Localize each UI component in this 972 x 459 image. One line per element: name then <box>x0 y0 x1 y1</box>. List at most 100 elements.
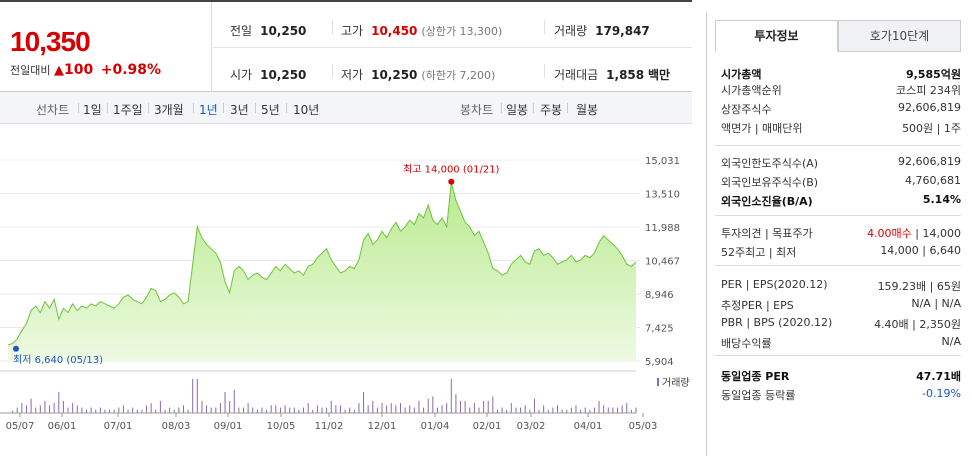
volume-bar <box>584 407 586 413</box>
volume-bar <box>510 403 512 413</box>
info-row-value-text: 4.40배 | 2,350원 <box>874 318 961 331</box>
volume-bar <box>446 403 448 413</box>
volume-bar <box>626 403 628 413</box>
x-tick-label: 07/01 <box>104 421 133 432</box>
volume-bar <box>243 407 244 413</box>
volume-bar <box>30 398 32 413</box>
volume-bar <box>118 407 120 413</box>
price-chart-svg: 15,03113,51011,98810,4678,9467,4255,904 … <box>0 156 690 432</box>
volume-bar <box>612 407 614 413</box>
volume-bar <box>72 403 74 413</box>
current-price: 10,350 <box>10 26 91 57</box>
volume-bar <box>155 409 157 413</box>
x-tick-label: 10/05 <box>267 421 296 432</box>
stat-sub: (하한가 7,200) <box>421 69 496 82</box>
volume-bar <box>450 379 452 413</box>
stat-low: 저가 10,250 (하한가 7,200) <box>341 66 495 83</box>
volume-bar <box>81 407 83 413</box>
volume-bar <box>570 407 572 413</box>
x-tick-label: 05/03 <box>629 421 658 432</box>
line-chart-heading: 선차트 <box>36 103 70 117</box>
volume-bar <box>506 409 508 413</box>
info-row-label: 배당수익률 <box>721 337 772 350</box>
volume-bar <box>635 407 637 413</box>
info-row-value-text: N/A <box>941 335 961 348</box>
period-3y-button[interactable]: 3년 <box>230 103 249 117</box>
volume-bar <box>330 400 332 413</box>
volume-bar <box>261 407 263 413</box>
volume-bar <box>39 405 41 413</box>
volume-bar <box>538 409 540 413</box>
period-10y-button[interactable]: 10년 <box>293 103 320 117</box>
period-1d-button[interactable]: 1일 <box>83 103 102 117</box>
info-row-label: 시가총액 <box>721 68 762 81</box>
price-box: 10,350 전일대비 ▲100 +0.98% <box>0 2 212 92</box>
y-tick-label: 11,988 <box>645 223 680 234</box>
info-row-value-text: N/A | N/A <box>911 297 961 310</box>
stat-value: 10,250 <box>260 24 307 38</box>
volume-bar <box>113 409 115 413</box>
volume-bar <box>76 405 78 413</box>
volume-bar <box>109 409 111 413</box>
info-row-value-text: 14,000 | 6,640 <box>880 244 961 257</box>
stat-label: 전일 <box>230 24 253 38</box>
stat-label: 저가 <box>341 68 364 82</box>
volume-bar <box>478 407 480 413</box>
info-row-value: 47.71배 <box>916 368 961 384</box>
divider <box>107 103 108 113</box>
info-row-label: 액면가 | 매매단위 <box>721 122 803 135</box>
volume-bar <box>561 409 563 413</box>
volume-bar <box>381 403 383 413</box>
x-tick-label: 02/01 <box>473 421 502 432</box>
stat-high: 고가 10,450 (상한가 13,300) <box>341 22 502 39</box>
tab-order-book[interactable]: 호가10단계 <box>838 20 961 52</box>
divider <box>332 20 333 34</box>
stat-value: 179,847 <box>595 24 650 38</box>
period-3m-button[interactable]: 3개월 <box>154 103 184 117</box>
volume-bar <box>363 392 365 413</box>
period-1w-button[interactable]: 1주일 <box>113 103 143 117</box>
info-row-value-highlight: 4.00매수 <box>867 227 912 240</box>
volume-bar <box>533 398 535 413</box>
info-row-value: 9,585억원 <box>906 66 961 82</box>
tab-investment-info[interactable]: 투자정보 <box>715 20 838 52</box>
info-row-value: 4.40배 | 2,350원 <box>874 316 961 332</box>
divider <box>78 103 79 113</box>
volume-bar <box>303 407 305 413</box>
min-point <box>13 345 19 352</box>
volume-bar <box>122 405 124 413</box>
max-label: 최고 14,000 (01/21) <box>403 164 499 176</box>
volume-bar <box>206 405 208 413</box>
divider <box>255 103 256 113</box>
change-value: 100 <box>63 62 94 78</box>
info-row-value: -0.19% <box>922 387 961 400</box>
candle-monthly-button[interactable]: 월봉 <box>576 103 599 117</box>
volume-bar <box>16 407 18 413</box>
period-1y-button[interactable]: 1년 <box>199 103 218 117</box>
info-row-value: 92,606,819 <box>898 101 961 114</box>
volume-bar <box>146 405 148 413</box>
info-row-label: 외국인한도주식수(A) <box>721 157 819 170</box>
info-row-value-text: 코스피 234위 <box>896 84 961 97</box>
volume-bar <box>284 405 286 413</box>
y-tick-label: 5,904 <box>645 357 674 368</box>
candle-daily-button[interactable]: 일봉 <box>506 103 529 117</box>
price-chart[interactable]: 15,031 13,510 11,988 10,467 8,946 7,425 5,904 … <box>0 125 692 456</box>
x-tick-label: 08/03 <box>162 421 191 432</box>
volume-bar <box>353 409 355 413</box>
info-row-value-text: 5.14% <box>922 193 961 206</box>
candle-weekly-button[interactable]: 주봉 <box>540 103 563 117</box>
stat-label: 시가 <box>230 68 253 82</box>
divider <box>213 47 692 48</box>
period-5y-button[interactable]: 5년 <box>261 103 280 117</box>
volume-bar <box>326 407 328 413</box>
volume-bar <box>312 409 314 413</box>
divider <box>544 20 545 34</box>
volume-bar <box>90 407 92 413</box>
volume-bar <box>127 409 129 413</box>
volume-bar <box>358 403 360 413</box>
volume-bar <box>224 392 226 413</box>
volume-bar <box>104 409 106 413</box>
volume-bar <box>617 407 619 413</box>
info-row-value-text: 4,760,681 <box>905 174 961 187</box>
